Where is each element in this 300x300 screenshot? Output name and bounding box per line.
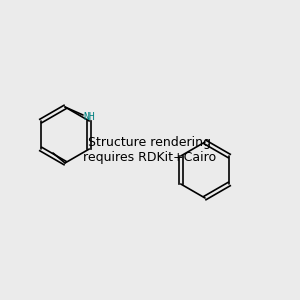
Text: Structure rendering
requires RDKit+Cairo: Structure rendering requires RDKit+Cairo: [83, 136, 217, 164]
Text: NH: NH: [83, 112, 95, 122]
